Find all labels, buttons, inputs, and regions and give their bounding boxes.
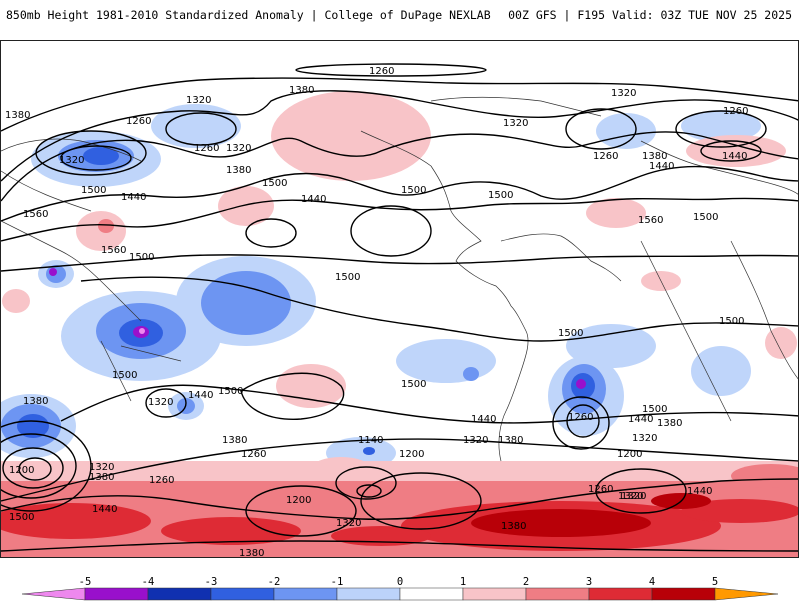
contour-label: 1380: [226, 165, 251, 176]
contour-label: 1500: [719, 316, 744, 327]
contour-label: 1140: [358, 435, 383, 446]
contour-label: 1200: [399, 449, 424, 460]
contour-label: 1380: [657, 418, 682, 429]
colorbar-swatch: [21, 587, 86, 601]
colorbar-tick-label: 4: [648, 576, 656, 588]
anomaly-shading: [1, 91, 798, 557]
map-panel: 1260 1320 1380 1320 1260 1380 1260 1320 …: [0, 40, 799, 558]
contour-label: 1380: [642, 151, 667, 162]
contour-label: 1260: [241, 449, 266, 460]
colorbar-swatch: [651, 587, 716, 601]
contour-label: 1320: [226, 143, 251, 154]
contour-label: 1440: [628, 414, 653, 425]
contour-label: 1260: [593, 151, 618, 162]
contour-label: 1260: [723, 106, 748, 117]
contour-label: 1260: [568, 412, 593, 423]
colorbar-tick-label: 2: [522, 576, 530, 588]
contour-label: 1200: [9, 465, 34, 476]
negative-anomaly-very-strong: [17, 147, 595, 455]
colorbar-swatch: [462, 587, 527, 601]
colorbar: [0, 560, 800, 601]
colorbar-swatch: [588, 587, 653, 601]
colorbar-tick-label: 1: [459, 576, 467, 588]
contour-label: 1380: [498, 435, 523, 446]
contour-label: 1380: [23, 396, 48, 407]
contour-label: 1320: [618, 491, 643, 502]
contour-label: 1260: [126, 116, 151, 127]
contour-label: 1380: [89, 472, 114, 483]
colorbar-swatch: [147, 587, 212, 601]
contour-label: 1500: [401, 379, 426, 390]
colorbar-strip: [21, 587, 779, 601]
chart-title: 850mb Height 1981-2010 Standardized Anom…: [6, 8, 491, 22]
contour-label: 1320: [89, 462, 114, 473]
contour-label: 1440: [121, 192, 146, 203]
colorbar-swatch: [84, 587, 149, 601]
contour-label: 1500: [642, 404, 667, 415]
contour-label: 1440: [722, 151, 747, 162]
contour-label: 1320: [621, 491, 646, 502]
header-bar: 850mb Height 1981-2010 Standardized Anom…: [0, 0, 800, 40]
contour-label: 1500: [693, 212, 718, 223]
contour-label: 1320: [611, 88, 636, 99]
contour-label: 1440: [687, 486, 712, 497]
run-valid-info: 00Z GFS | F195 Valid: 03Z TUE NOV 25 202…: [508, 8, 792, 22]
colorbar-swatch: [273, 587, 338, 601]
contour-label: 1380: [501, 521, 526, 532]
contour-label: 1260: [149, 475, 174, 486]
contour-label: 1500: [9, 512, 34, 523]
colorbar-swatch: [336, 587, 401, 601]
contour-label: 1320: [59, 155, 84, 166]
colorbar-tick-label: -4: [141, 576, 155, 588]
contour-label: 1500: [129, 252, 154, 263]
contour-label: 1500: [401, 185, 426, 196]
colorbar-swatch: [714, 587, 779, 601]
colorbar-tick-label: -5: [78, 576, 92, 588]
contour-label: 1500: [558, 328, 583, 339]
negative-anomaly-extreme: [49, 268, 586, 389]
colorbar-swatch: [210, 587, 275, 601]
contour-label: 1320: [148, 397, 173, 408]
contour-label: 1500: [81, 185, 106, 196]
contour-label: 1200: [617, 449, 642, 460]
contour-label: 1440: [92, 504, 117, 515]
height-contours: [1, 63, 798, 552]
contour-label: 1260: [588, 484, 613, 495]
contour-label: 1260: [369, 66, 394, 77]
contour-label: 1500: [218, 386, 243, 397]
contour-label: 1500: [488, 190, 513, 201]
contour-label: 1500: [112, 370, 137, 381]
contour-label: 1380: [289, 85, 314, 96]
contour-label: 1320: [186, 95, 211, 106]
contour-label: 1380: [239, 548, 264, 558]
contour-label: 1320: [503, 118, 528, 129]
contour-label: 1320: [336, 518, 361, 529]
contour-label: 1500: [262, 178, 287, 189]
colorbar-swatch: [399, 587, 464, 601]
contour-label: 1440: [471, 414, 496, 425]
map-canvas: 1260 1320 1380 1320 1260 1380 1260 1320 …: [1, 63, 798, 558]
colorbar-swatch: [525, 587, 590, 601]
contour-label: 1440: [301, 194, 326, 205]
contour-label: 1500: [335, 272, 360, 283]
colorbar-tick-label: 0: [396, 576, 404, 588]
contour-label: 1380: [222, 435, 247, 446]
contour-label: 1560: [101, 245, 126, 256]
contour-label: 1320: [463, 435, 488, 446]
colorbar-tick-label: -3: [204, 576, 218, 588]
coastlines: [1, 96, 798, 462]
contour-label: 1440: [649, 161, 674, 172]
contour-labels: 1260 1320 1380 1320 1260 1380 1260 1320 …: [5, 66, 748, 558]
contour-label: 1260: [194, 143, 219, 154]
contour-label: 1200: [286, 495, 311, 506]
contour-label: 1320: [632, 433, 657, 444]
contour-label: 1380: [5, 110, 30, 121]
colorbar-tick-label: -2: [267, 576, 281, 588]
contour-label: 1560: [23, 209, 48, 220]
colorbar-tick-label: 3: [585, 576, 593, 588]
colorbar-tick-label: 5: [711, 576, 719, 588]
contour-label: 1440: [188, 390, 213, 401]
contour-label: 1560: [638, 215, 663, 226]
colorbar-tick-label: -1: [330, 576, 344, 588]
